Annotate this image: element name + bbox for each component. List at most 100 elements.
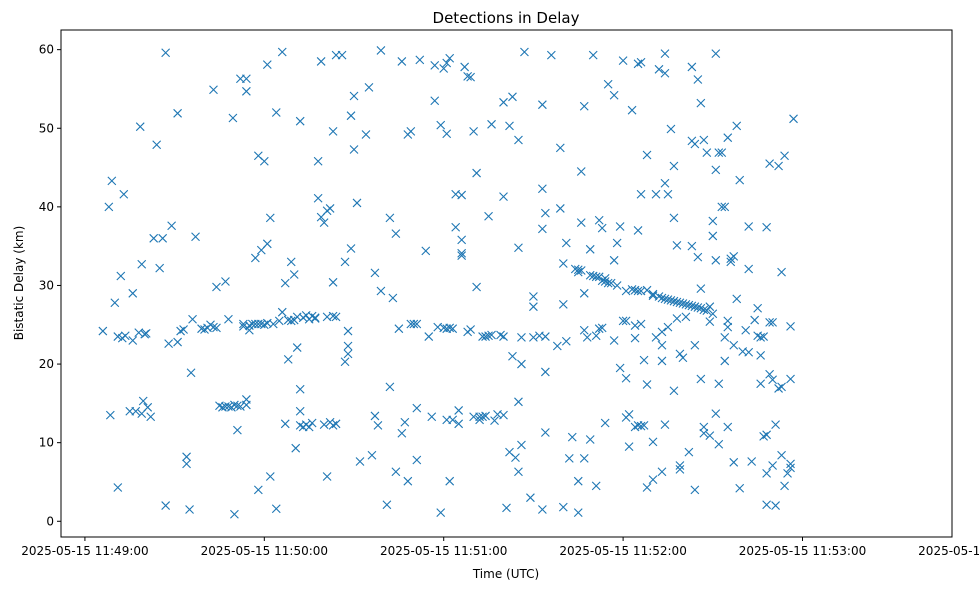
data-point <box>753 303 763 313</box>
data-point <box>457 190 467 200</box>
data-point <box>370 268 380 278</box>
data-point <box>382 500 392 510</box>
data-point <box>657 293 667 303</box>
data-point <box>508 92 517 102</box>
data-point <box>209 322 218 332</box>
data-point <box>161 501 171 510</box>
data-point <box>669 296 679 306</box>
data-point <box>579 288 589 298</box>
data-point <box>561 336 571 346</box>
data-point <box>400 417 410 427</box>
data-point <box>490 416 499 426</box>
data-point <box>442 129 452 139</box>
data-point <box>331 419 341 429</box>
data-point <box>505 121 514 131</box>
data-point <box>642 380 652 389</box>
data-point <box>343 349 353 359</box>
data-point <box>663 295 673 305</box>
data-point <box>726 257 736 267</box>
data-point <box>295 384 305 394</box>
data-point <box>529 302 538 312</box>
data-point <box>120 331 130 341</box>
data-point <box>771 501 780 510</box>
data-point <box>424 332 434 341</box>
data-point <box>714 148 724 158</box>
data-point <box>768 375 777 385</box>
data-point <box>537 100 547 110</box>
plot-area <box>60 29 953 538</box>
data-point <box>228 113 238 123</box>
data-point <box>337 50 347 60</box>
data-point <box>349 91 359 101</box>
data-point <box>352 198 362 208</box>
data-point <box>224 402 233 411</box>
data-point <box>735 175 745 185</box>
data-point <box>780 481 789 491</box>
data-point <box>681 299 691 309</box>
data-point <box>786 374 795 384</box>
data-point <box>777 267 786 277</box>
data-point <box>131 406 141 416</box>
data-point <box>690 485 700 495</box>
y-tick-label: 40 <box>39 200 54 214</box>
data-point <box>128 288 138 298</box>
data-point <box>756 379 766 389</box>
data-point <box>448 324 458 334</box>
data-point <box>597 223 607 233</box>
data-point <box>289 270 299 279</box>
data-point <box>361 130 371 139</box>
data-point <box>663 189 673 199</box>
data-point <box>514 243 523 253</box>
data-point <box>693 303 703 312</box>
data-point <box>540 332 550 341</box>
data-point <box>110 298 120 308</box>
data-point <box>370 411 380 421</box>
data-point <box>681 312 691 322</box>
data-point <box>603 79 613 89</box>
data-point <box>756 332 766 342</box>
data-point <box>349 145 359 154</box>
data-point <box>714 379 724 389</box>
data-point <box>612 238 622 248</box>
data-point <box>777 382 786 392</box>
data-point <box>499 97 508 107</box>
data-point <box>454 406 464 415</box>
data-point <box>702 148 712 158</box>
data-point <box>708 216 718 226</box>
data-point <box>582 332 592 342</box>
data-point <box>540 428 550 437</box>
data-point <box>567 432 577 442</box>
data-point <box>499 192 508 202</box>
data-point <box>558 259 568 268</box>
data-point <box>657 467 667 477</box>
data-point <box>591 331 601 341</box>
x-axis-label: Time (UTC) <box>472 567 539 581</box>
data-point <box>717 148 727 158</box>
data-point <box>295 406 305 416</box>
data-point <box>558 299 568 309</box>
data-point <box>113 483 123 492</box>
data-point <box>606 278 616 288</box>
data-point <box>723 422 733 432</box>
data-point <box>167 221 177 231</box>
data-point <box>690 139 700 149</box>
data-point <box>609 255 619 265</box>
data-point <box>618 316 628 326</box>
data-point <box>669 161 679 171</box>
data-point <box>367 450 377 460</box>
data-point <box>633 286 643 296</box>
data-point <box>134 328 144 338</box>
data-point <box>564 454 574 463</box>
data-point <box>597 323 607 333</box>
data-point <box>588 50 598 60</box>
data-point <box>537 224 547 234</box>
data-point <box>445 323 455 333</box>
data-point <box>615 363 625 373</box>
data-point <box>373 420 383 430</box>
data-point <box>585 270 595 280</box>
data-point <box>621 286 631 296</box>
data-point <box>463 71 473 81</box>
data-point <box>439 64 449 73</box>
data-point <box>786 321 795 331</box>
data-point <box>624 442 634 451</box>
